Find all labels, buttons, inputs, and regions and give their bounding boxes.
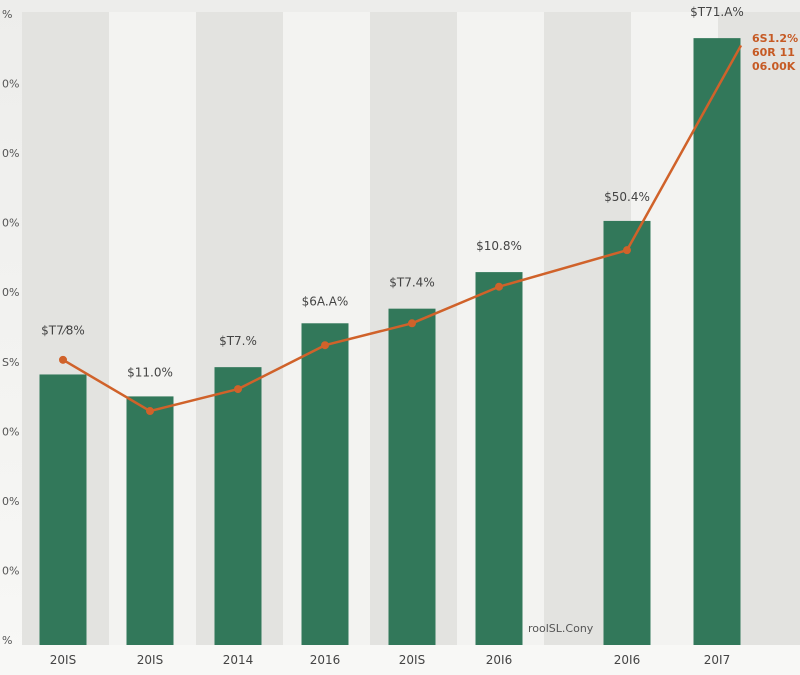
y-tick-label: S% xyxy=(2,356,19,369)
x-tick-label: 20IS xyxy=(50,653,76,667)
bar xyxy=(214,367,262,645)
bar xyxy=(388,308,436,645)
x-tick-label: 20I6 xyxy=(614,653,640,667)
y-tick-label: 0% xyxy=(2,217,19,230)
y-tick-label: 0% xyxy=(2,495,19,508)
watermark-text: roolSL.Cony xyxy=(528,622,594,635)
bar xyxy=(301,323,349,645)
bar-data-label: $11.0% xyxy=(127,365,173,379)
bar xyxy=(693,38,741,646)
y-tick-label: 0% xyxy=(2,564,19,577)
y-tick-label: 0% xyxy=(2,78,19,91)
x-tick-label: 20I6 xyxy=(486,653,512,667)
bar-data-label: $50.4% xyxy=(604,190,650,204)
bar-data-label: $10.8% xyxy=(476,239,522,253)
line-point xyxy=(623,246,631,255)
line-series-path xyxy=(62,44,743,413)
bar-data-label: $T71.A% xyxy=(690,5,744,19)
bar-data-label: $T7.% xyxy=(219,334,257,348)
line-series xyxy=(59,44,743,416)
bar-series xyxy=(39,38,741,646)
x-axis-labels: 20IS 20IS 2014 2016 20IS 20I6 20I6 20I7 xyxy=(50,653,730,667)
y-tick-label: % xyxy=(2,634,12,647)
x-tick-label: 20IS xyxy=(399,653,425,667)
x-tick-label: 2014 xyxy=(223,653,254,667)
y-axis-ticks: % 0% 0% 0% 0% S% 0% 0% 0%% xyxy=(2,8,19,647)
line-point xyxy=(408,319,416,328)
line-point xyxy=(321,341,329,350)
line-point xyxy=(495,282,503,291)
x-tick-label: 20I7 xyxy=(704,653,730,667)
y-tick-label: % xyxy=(2,8,12,21)
y-tick-label: 0% xyxy=(2,286,19,299)
line-end-label: 06.00K xyxy=(752,60,796,73)
bar xyxy=(126,396,174,645)
line-end-label: 6S1.2% xyxy=(752,32,798,45)
bar-data-label: $6A.A% xyxy=(302,294,349,308)
line-end-label: 60R 11 xyxy=(752,46,795,59)
line-point xyxy=(234,385,242,394)
data-labels: $T7⁄8% $11.0% $T7.% $6A.A% $T7.4% $10.8% $50.4… xyxy=(41,5,744,379)
bar-data-label: $T7.4% xyxy=(389,276,434,290)
y-tick-label: 0% xyxy=(2,425,19,438)
line-point xyxy=(59,355,67,364)
bar xyxy=(39,374,87,645)
x-tick-label: 2016 xyxy=(310,653,341,667)
line-point xyxy=(146,407,154,416)
bar xyxy=(475,272,523,645)
x-tick-label: 20IS xyxy=(137,653,163,667)
y-tick-label: 0% xyxy=(2,147,19,160)
bar-data-label: $T7⁄8% xyxy=(41,323,85,337)
bar xyxy=(603,220,651,645)
